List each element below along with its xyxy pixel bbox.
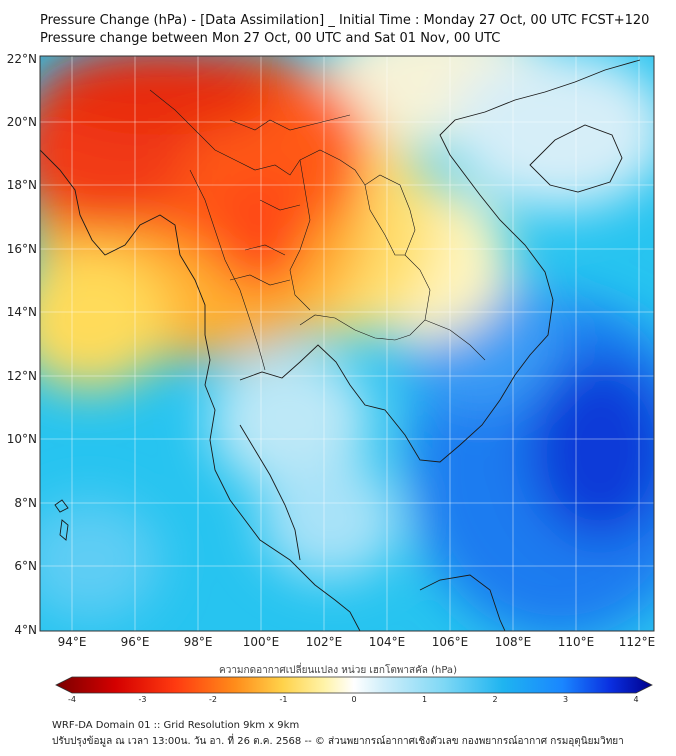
lat-label: 8°N	[14, 496, 37, 510]
lat-label: 18°N	[7, 178, 37, 192]
longitude-axis: 94°E 96°E 98°E 100°E 102°E 104°E 106°E 1…	[58, 635, 656, 649]
country-borders	[149, 89, 486, 371]
lon-label: 104°E	[369, 635, 406, 649]
lon-label: 96°E	[121, 635, 150, 649]
lon-label: 94°E	[58, 635, 87, 649]
colorbar-tick: 1	[422, 695, 427, 704]
lat-label: 16°N	[7, 242, 37, 256]
colorbar-tick: 3	[563, 695, 568, 704]
footer-model-info: WRF-DA Domain 01 :: Grid Resolution 9km …	[52, 720, 300, 731]
lat-label: 14°N	[7, 305, 37, 319]
map-subtitle: Pressure change between Mon 27 Oct, 00 U…	[40, 31, 501, 46]
lat-label: 4°N	[14, 623, 37, 637]
colorbar: -4 -3 -2 -1 0 1 2 3 4	[55, 676, 653, 704]
lon-label: 110°E	[558, 635, 595, 649]
lat-label: 6°N	[14, 559, 37, 573]
colorbar-bar	[55, 676, 653, 694]
lon-label: 112°E	[619, 635, 656, 649]
colorbar-tick: -4	[68, 695, 76, 704]
map-title: Pressure Change (hPa) - [Data Assimilati…	[40, 13, 650, 28]
coastlines	[40, 59, 641, 631]
colorbar-ticks: -4 -3 -2 -1 0 1 2 3 4	[68, 695, 639, 704]
lat-label: 20°N	[7, 115, 37, 129]
lon-label: 98°E	[184, 635, 213, 649]
graticule	[40, 56, 654, 631]
lat-label: 22°N	[7, 52, 37, 66]
colorbar-tick: -3	[139, 695, 147, 704]
lon-label: 108°E	[495, 635, 532, 649]
lon-label: 106°E	[432, 635, 469, 649]
lat-label: 10°N	[7, 432, 37, 446]
colorbar-label: ความกดอากาศเปลี่ยนแปลง หน่วย เฮกโตพาสคัล…	[219, 665, 457, 676]
plot-frame	[39, 55, 655, 632]
latitude-axis: 22°N 20°N 18°N 16°N 14°N 12°N 10°N 8°N 6…	[7, 52, 37, 637]
lon-label: 102°E	[306, 635, 343, 649]
lat-label: 12°N	[7, 369, 37, 383]
colorbar-tick: 4	[633, 695, 638, 704]
colorbar-tick: -1	[280, 695, 288, 704]
lon-label: 100°E	[243, 635, 280, 649]
pressure-field	[40, 56, 654, 631]
colorbar-tick: 0	[351, 695, 356, 704]
pressure-change-map: 22°N 20°N 18°N 16°N 14°N 12°N 10°N 8°N 6…	[7, 52, 656, 649]
footer-credit: ปรับปรุงข้อมูล ณ เวลา 13:00น. วัน อา. ที…	[52, 736, 624, 747]
colorbar-tick: -2	[209, 695, 217, 704]
colorbar-tick: 2	[492, 695, 497, 704]
